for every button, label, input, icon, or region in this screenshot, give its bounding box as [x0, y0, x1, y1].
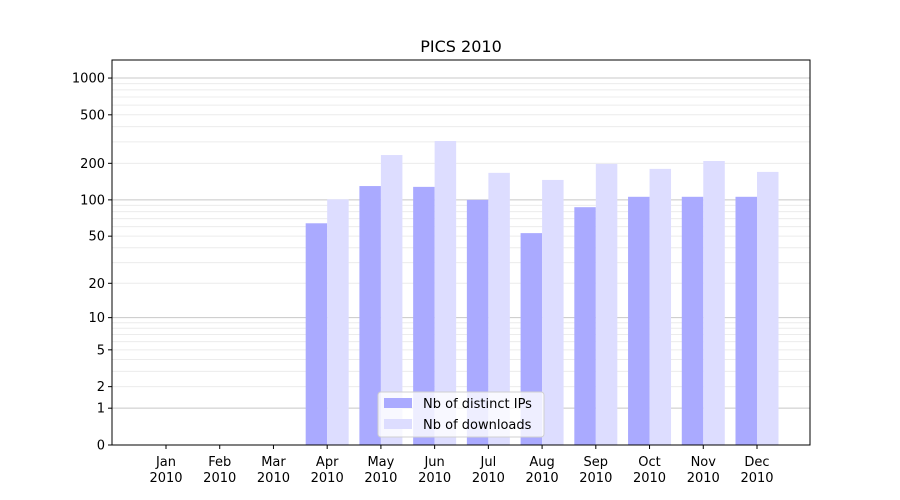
bar-downloads: [327, 199, 349, 445]
bar-distinct-ips: [681, 196, 704, 445]
legend-label: Nb of distinct IPs: [423, 397, 532, 412]
bar-distinct-ips: [466, 199, 489, 445]
bar-distinct-ips: [359, 186, 381, 445]
x-tick-label: Apr 2010: [311, 455, 344, 486]
bar-distinct-ips: [574, 207, 596, 445]
y-axis: 0 1 2 5 10 20 50 100 200 500 1000: [72, 72, 112, 454]
bar-downloads: [595, 163, 618, 445]
y-tick-label: 200: [80, 157, 105, 172]
y-tick-label: 1000: [72, 72, 105, 87]
bar-downloads: [488, 172, 510, 446]
x-tick-label: Feb 2010: [203, 455, 236, 486]
y-tick-label: 1: [97, 402, 105, 417]
bar-distinct-ips: [628, 196, 650, 445]
legend-swatch: [384, 419, 412, 429]
y-tick-label: 100: [80, 193, 105, 208]
x-tick-label: Dec 2010: [740, 455, 773, 486]
x-tick-label: Sep 2010: [579, 455, 612, 486]
bar-downloads: [434, 140, 457, 445]
x-tick-label: Jul 2010: [472, 455, 505, 486]
y-tick-label: 500: [80, 108, 105, 123]
x-tick-label: Oct 2010: [633, 455, 666, 486]
y-tick-label: 20: [88, 277, 105, 292]
legend-label: Nb of downloads: [423, 418, 532, 433]
plot-frame: [111, 59, 811, 446]
x-tick-label: Jun 2010: [418, 455, 451, 486]
legend-box: [377, 391, 545, 438]
x-tick-label: Aug 2010: [526, 455, 559, 486]
legend: Nb of distinct IPs Nb of downloads: [377, 391, 545, 438]
bars: [305, 140, 779, 446]
y-tick-label: 50: [88, 230, 105, 245]
x-tick-label: Mar 2010: [257, 455, 290, 486]
bar-downloads: [542, 179, 564, 446]
bar-downloads: [703, 160, 725, 445]
bar-distinct-ips: [305, 223, 328, 445]
legend-swatch: [384, 398, 412, 408]
bar-downloads: [757, 171, 779, 445]
bar-downloads: [380, 155, 403, 445]
y-tick-label: 0: [97, 439, 105, 454]
x-tick-label: May 2010: [364, 455, 397, 486]
bar-downloads: [649, 168, 672, 445]
chart-title: PICS 2010: [420, 37, 502, 56]
x-axis: Jan 2010 Feb 2010 Mar 2010 Apr 2010 May 2010 Jun 20…: [149, 445, 774, 486]
x-tick-label: Jan 2010: [149, 455, 182, 486]
bar-distinct-ips: [413, 186, 435, 445]
bar-distinct-ips: [735, 196, 757, 445]
y-tick-label: 5: [97, 343, 105, 358]
y-tick-label: 10: [88, 311, 105, 326]
y-tick-label: 2: [97, 380, 105, 395]
x-tick-label: Nov 2010: [687, 455, 720, 486]
